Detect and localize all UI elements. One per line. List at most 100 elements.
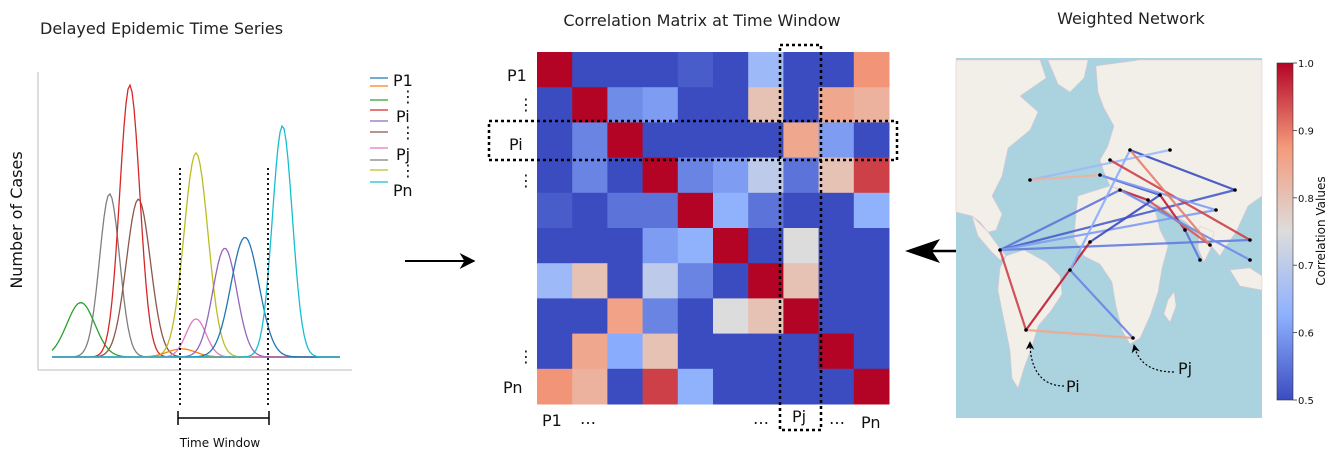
colorbar-label: Correlation Values	[1314, 176, 1328, 285]
network-edge-20	[1069, 269, 1134, 339]
heatmap-cell-8-6	[748, 333, 784, 370]
heatmap-cell-2-6	[748, 122, 784, 159]
heatmap-cell-1-1	[572, 87, 608, 123]
greenland	[1047, 59, 1089, 93]
time-window-markers	[177, 168, 270, 425]
heatmap-cell-6-1	[572, 263, 608, 299]
network-node-12	[1146, 198, 1150, 202]
heatmap-cell-6-4	[677, 263, 714, 299]
heatmap-cell-1-7	[783, 87, 820, 123]
heatmap-cell-7-4	[677, 298, 714, 335]
timeseries-curves	[51, 83, 340, 358]
colorbar: 1.0 0.9 0.8 0.7 0.6 0.5 Correlation Values	[1276, 59, 1328, 407]
heatmap-cell-1-6	[748, 87, 784, 123]
heatmap-cell-7-7	[783, 298, 820, 335]
network-node-13	[1088, 240, 1092, 244]
node-label-pi: Pi	[1066, 377, 1080, 396]
network-panel: Weighted Network Pi	[955, 9, 1328, 418]
heatmap-cell-6-5	[713, 263, 749, 299]
heatmap-cell-7-8	[818, 298, 855, 335]
heatmap-cell-2-9	[853, 122, 890, 159]
heatmap-cell-3-6	[748, 157, 784, 194]
heatmap-cell-8-0	[537, 333, 573, 370]
row-label-pn: Pn	[503, 378, 523, 397]
network-edge-14	[1069, 149, 1131, 271]
heatmap-cell-2-7	[783, 122, 820, 159]
heatmap-cell-1-4	[677, 87, 714, 123]
heatmap-cell-0-7	[783, 52, 820, 88]
network-node-3	[1118, 188, 1122, 192]
node-annotations: Pi Pj	[1025, 341, 1192, 396]
north-america	[955, 59, 1047, 233]
heatmap-cell-8-1	[572, 333, 608, 370]
heatmap-cell-1-2	[607, 87, 644, 123]
network-node-2	[1131, 336, 1135, 340]
network-node-10	[1248, 238, 1252, 242]
heatmap-cell-3-2	[607, 157, 644, 194]
heatmap-cell-2-1	[572, 122, 608, 159]
heatmap-cell-4-6	[748, 192, 784, 229]
heatmap-cell-4-9	[853, 192, 890, 229]
heatmap-cell-9-1	[572, 368, 608, 405]
heatmap-cell-5-4	[677, 228, 714, 264]
network-edge-0	[999, 189, 1121, 251]
colorbar-tick-label: 0.8	[1298, 194, 1314, 205]
heatmap-cell-8-2	[607, 333, 644, 370]
matrix-row-labels: P1 ⋮ Pi ⋮ ⋮ Pn	[503, 66, 534, 397]
madagascar	[1163, 291, 1177, 323]
network-node-8	[1198, 258, 1202, 262]
node-label-pj: Pj	[1178, 359, 1192, 378]
heatmap-cell-7-9	[853, 298, 890, 335]
network-title: Weighted Network	[1057, 9, 1205, 28]
heatmap-cell-1-9	[853, 87, 890, 123]
legend-dots-3: ⋮	[400, 161, 416, 180]
heatmap-cell-9-7	[783, 368, 820, 405]
heatmap-cell-3-0	[537, 157, 573, 194]
network-node-6	[1158, 193, 1162, 197]
heatmap-cell-5-6	[748, 228, 784, 264]
colorbar-tick-label: 0.7	[1298, 261, 1314, 272]
matrix-title: Correlation Matrix at Time Window	[563, 11, 840, 30]
timeseries-curve-9	[52, 124, 340, 358]
heatmap-cell-3-8	[818, 157, 855, 194]
heatmap-cell-8-5	[713, 333, 749, 370]
heatmap-cell-9-3	[642, 368, 679, 405]
network-edge-4	[1025, 328, 1134, 340]
heatmap-cell-0-5	[713, 52, 749, 88]
heatmap-cell-9-8	[818, 368, 855, 405]
network-node-0	[998, 248, 1002, 252]
col-highlight-pj	[778, 43, 823, 432]
heatmap-cell-9-5	[713, 368, 749, 405]
heatmap-cell-4-3	[642, 192, 679, 229]
timeseries-legend: P1 ⋮ Pi ⋮ Pj ⋮ Pn	[370, 71, 416, 200]
col-label-pn: Pn	[861, 413, 881, 432]
network-edges	[998, 148, 1251, 340]
heatmap-cell-5-9	[853, 228, 890, 264]
heatmap-cell-2-3	[642, 122, 679, 159]
heatmap-cell-4-0	[537, 192, 573, 229]
heatmap-cell-8-4	[677, 333, 714, 370]
timeseries-title: Delayed Epidemic Time Series	[40, 19, 283, 38]
network-edge-15	[1119, 189, 1251, 261]
heatmap-cell-3-7	[783, 157, 820, 194]
world-map	[955, 58, 1263, 418]
heatmap-cell-7-2	[607, 298, 644, 335]
row-label-pi: Pi	[509, 135, 523, 154]
heatmap-cell-3-1	[572, 157, 608, 194]
colorbar-ticks: 1.0 0.9 0.8 0.7 0.6 0.5	[1293, 59, 1314, 407]
heatmap-cell-0-0	[537, 52, 573, 88]
network-edge-13	[1029, 148, 1171, 182]
colorbar-tick-label: 1.0	[1298, 59, 1314, 70]
col-label-p1: P1	[542, 411, 562, 430]
network-node-15	[1168, 148, 1172, 152]
south-america	[997, 249, 1063, 389]
heatmap-cell-4-4	[677, 192, 714, 229]
heatmap-cell-4-1	[572, 192, 608, 229]
heatmap-cell-5-8	[818, 228, 855, 264]
timeseries-curve-2	[51, 302, 340, 358]
heatmap-cell-4-5	[713, 192, 749, 229]
time-window-label: Time Window	[179, 436, 261, 449]
timeseries-axes	[37, 72, 352, 371]
colorbar-gradient	[1276, 62, 1294, 401]
heatmap-cell-7-3	[642, 298, 679, 335]
